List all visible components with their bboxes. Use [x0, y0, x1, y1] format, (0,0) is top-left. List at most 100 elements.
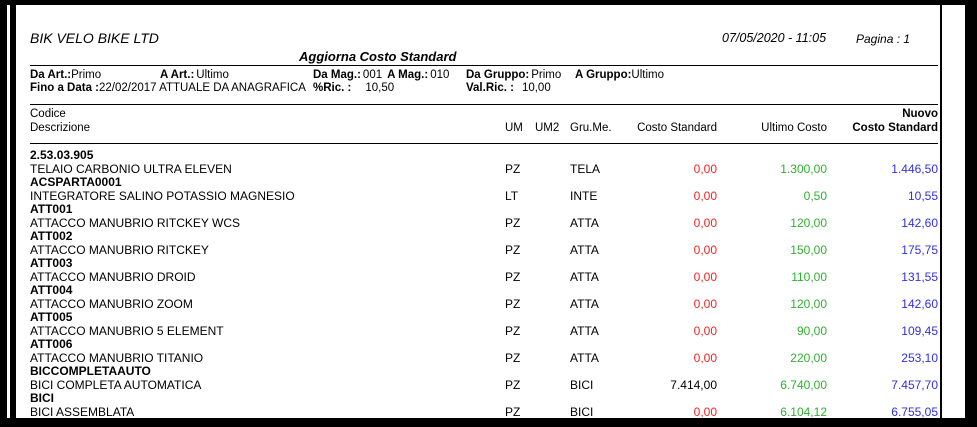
col-nuovo-bottom: Costo Standard [852, 122, 938, 134]
filter-da-gruppo-value: Primo [531, 69, 562, 81]
table-row: 2.53.03.905 TELAIO CARBONIO ULTRA ELEVEN P… [30, 148, 938, 176]
col-descrizione: Descrizione [30, 122, 91, 134]
item-um2 [535, 379, 570, 393]
table-row: ATT005 ATTACCO MANUBRIO 5 ELEMENT PZ ATTA 0,… [30, 310, 938, 339]
filter-da-gruppo: Da Gruppo: Primo [466, 69, 561, 81]
filter-a-gruppo: A Gruppo:Ultimo [575, 69, 664, 81]
item-ultimo-costo: 220,00 [790, 350, 827, 365]
item-gru-me: INTE [570, 188, 598, 203]
item-description: BICI ASSEMBLATA [30, 404, 135, 418]
filter-perc-ric: %Ric. : 10,50 [313, 82, 394, 94]
item-code: ATT002 [30, 229, 73, 243]
item-description: BICI COMPLETA AUTOMATICA [30, 377, 202, 392]
filter-da-art-value: Primo [71, 69, 102, 81]
col-gru-me: Gru.Me. [570, 122, 612, 134]
table-header: Codice Nuovo Descrizione UM UM2 Gru.Me. … [30, 105, 938, 143]
item-ultimo-costo: 120,00 [790, 215, 827, 230]
divider-above-header [30, 104, 938, 105]
item-description: ATTACCO MANUBRIO ZOOM [30, 296, 193, 311]
item-code: ATT006 [30, 337, 73, 351]
item-nuovo-costo-standard: 142,60 [901, 296, 938, 311]
filter-a-gruppo-value: Ultimo [631, 69, 665, 81]
col-codice: Codice [30, 108, 66, 120]
col-costo-standard: Costo Standard [637, 122, 717, 134]
item-nuovo-costo-standard: 131,55 [901, 269, 938, 284]
item-um2 [535, 352, 570, 366]
report-rows: 2.53.03.905 TELAIO CARBONIO ULTRA ELEVEN P… [30, 144, 938, 418]
table-row: BICCOMPLETAAUTO BICI COMPLETA AUTOMATICA P… [30, 364, 938, 393]
item-um: PZ [505, 269, 521, 284]
filter-a-mag-label: A Mag.: [387, 69, 429, 81]
item-code: ATT005 [30, 310, 73, 324]
report-header: BIK VELO BIKE LTD 07/05/2020 - 11:05 Pag… [30, 30, 938, 47]
item-costo-standard: 0,00 [693, 323, 717, 338]
filter-da-art: Da Art.:Primo [30, 69, 101, 81]
item-description: ATTACCO MANUBRIO RITCKEY WCS [30, 215, 241, 230]
table-row: ACSPARTA0001 INTEGRATORE SALINO POTASSIO … [30, 175, 938, 204]
filter-a-gruppo-label: A Gruppo: [575, 69, 632, 81]
col-ultimo-costo: Ultimo Costo [761, 122, 827, 134]
item-ultimo-costo: 1.300,00 [780, 161, 827, 176]
filter-da-mag-value: 001 [362, 69, 383, 81]
item-gru-me: ATTA [570, 323, 599, 338]
table-row: BICI BICI ASSEMBLATA PZ BICI 0,00 6.104,12 6.7… [30, 391, 938, 418]
filter-da-mag-label: Da Mag.: [313, 69, 361, 81]
item-costo-standard: 0,00 [693, 296, 717, 311]
item-code: 2.53.03.905 [30, 148, 94, 162]
item-um: PZ [505, 242, 521, 257]
report-content: BIK VELO BIKE LTD 07/05/2020 - 11:05 Pag… [30, 5, 938, 418]
item-ultimo-costo: 120,00 [790, 296, 827, 311]
item-gru-me: ATTA [570, 296, 599, 311]
filter-da-gruppo-label: Da Gruppo: [466, 69, 530, 81]
item-gru-me: ATTA [570, 350, 599, 365]
item-um: LT [505, 188, 519, 203]
item-description: ATTACCO MANUBRIO TITANIO [30, 350, 204, 365]
col-um2: UM2 [535, 122, 560, 134]
item-costo-standard: 7.414,00 [670, 377, 717, 392]
item-costo-standard: 0,00 [693, 242, 717, 257]
filters-row-2: Fino a Data :22/02/2017 ATTUALE DA ANAGR… [30, 82, 938, 95]
filter-magazzino: Da Mag.: 001 A Mag.: 010 [313, 69, 449, 81]
report-title: Aggiorna Costo Standard [299, 49, 457, 64]
item-nuovo-costo-standard: 142,60 [901, 215, 938, 230]
item-um2 [535, 325, 570, 339]
item-nuovo-costo-standard: 1.446,50 [891, 161, 938, 176]
table-row: ATT006 ATTACCO MANUBRIO TITANIO PZ ATTA 0,00… [30, 337, 938, 366]
item-costo-standard: 0,00 [693, 350, 717, 365]
table-row: ATT001 ATTACCO MANUBRIO RITCKEY WCS PZ ATTA… [30, 202, 938, 230]
filter-perc-ric-value: 10,50 [365, 82, 395, 94]
item-costo-standard: 0,00 [693, 404, 717, 418]
table-row: ATT004 ATTACCO MANUBRIO ZOOM PZ ATTA 0,00 120… [30, 283, 938, 311]
item-code: ACSPARTA0001 [30, 175, 122, 189]
report-datetime: 07/05/2020 - 11:05 [722, 31, 827, 45]
item-nuovo-costo-standard: 109,45 [901, 323, 938, 338]
item-ultimo-costo: 150,00 [790, 242, 827, 257]
filter-val-ric-value: 10,00 [521, 82, 551, 94]
filter-fino-a-data-label: Fino a Data : [30, 82, 100, 94]
item-gru-me: TELA [570, 161, 601, 176]
filter-perc-ric-label: %Ric. : [313, 82, 352, 94]
page-left-edge [10, 5, 16, 418]
item-nuovo-costo-standard: 175,75 [901, 242, 938, 257]
filter-val-ric: Val.Ric. : 10,00 [466, 82, 551, 94]
filter-a-art-label: A Art.: [160, 69, 195, 81]
item-code: ATT004 [30, 283, 73, 297]
item-ultimo-costo: 6.104,12 [780, 404, 827, 418]
title-row: Aggiorna Costo Standard [30, 47, 938, 66]
item-nuovo-costo-standard: 10,55 [907, 188, 938, 203]
col-nuovo-top: Nuovo [902, 108, 938, 120]
item-costo-standard: 0,00 [693, 269, 717, 284]
item-um: PZ [505, 296, 521, 311]
item-ultimo-costo: 110,00 [791, 269, 827, 284]
item-um: PZ [505, 377, 521, 392]
item-um: PZ [505, 215, 521, 230]
item-um: PZ [505, 350, 521, 365]
filters: Da Art.:Primo A Art.: Ultimo Da Mag.: 001 A… [30, 66, 938, 95]
item-code: BICI [30, 391, 54, 405]
filter-fino-a-data-value: 22/02/2017 ATTUALE DA ANAGRAFICA [99, 82, 306, 94]
item-um2 [535, 190, 570, 204]
table-row: ATT003 ATTACCO MANUBRIO DROID PZ ATTA 0,00 11… [30, 256, 938, 284]
item-gru-me: ATTA [570, 215, 599, 230]
item-description: INTEGRATORE SALINO POTASSIO MAGNESIO [30, 188, 295, 203]
item-um: PZ [505, 323, 521, 338]
